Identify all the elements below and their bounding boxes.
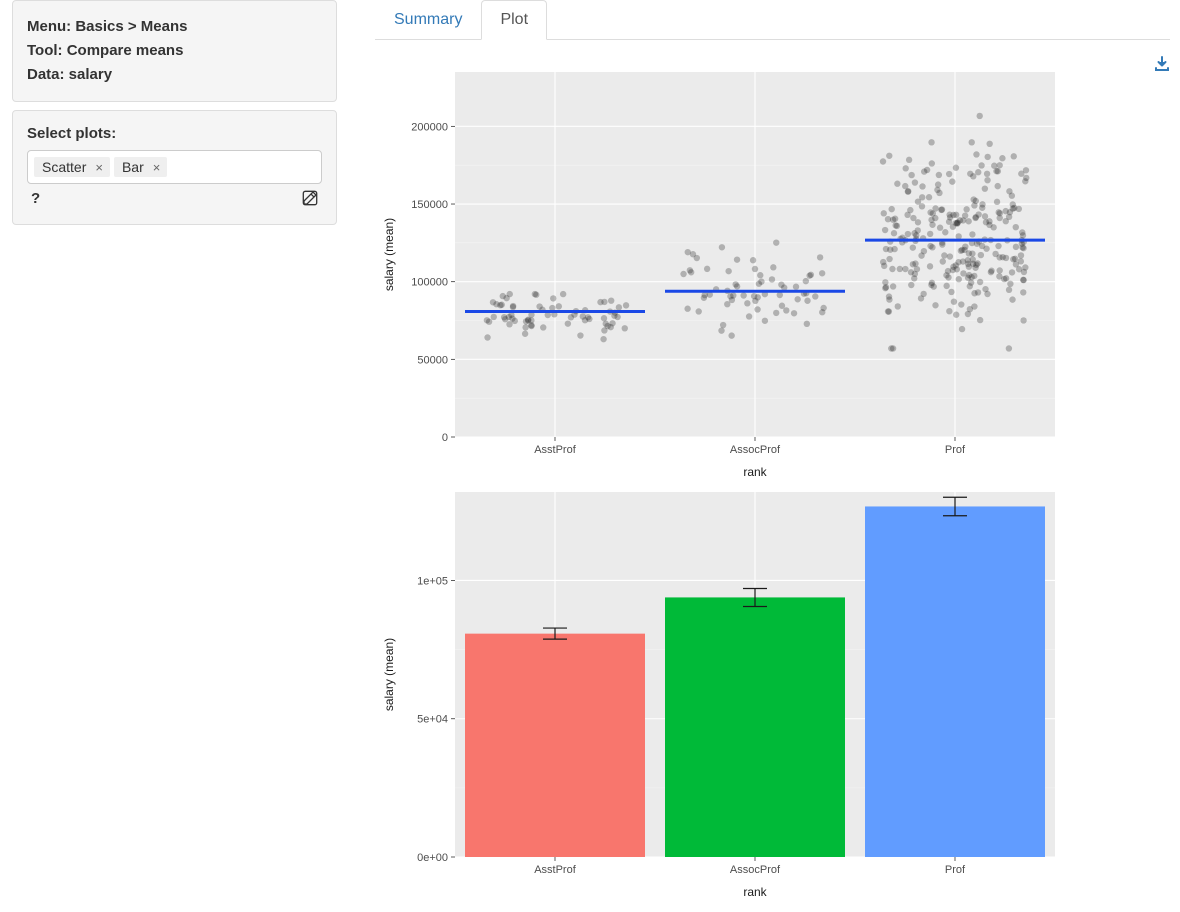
svg-text:1e+05: 1e+05 bbox=[417, 575, 448, 587]
svg-text:salary (mean): salary (mean) bbox=[382, 218, 396, 291]
svg-text:rank: rank bbox=[743, 885, 767, 899]
plots-container: 0 50000 100000 150000 200000 AsstProf AssocPro… bbox=[375, 44, 1170, 902]
tab-bar: Summary Plot bbox=[375, 0, 1170, 40]
data-label: Data: salary bbox=[27, 63, 322, 87]
tab-plot[interactable]: Plot bbox=[481, 0, 547, 40]
sidebar: Menu: Basics > Means Tool: Compare means… bbox=[0, 0, 345, 233]
svg-text:50000: 50000 bbox=[417, 354, 448, 366]
plots-tag-input[interactable]: Scatter × Bar × bbox=[27, 150, 322, 184]
plot-tag[interactable]: Bar × bbox=[114, 157, 167, 177]
download-icon[interactable] bbox=[1154, 56, 1170, 75]
svg-text:AsstProf: AsstProf bbox=[534, 864, 577, 876]
svg-text:AsstProf: AsstProf bbox=[534, 444, 577, 456]
svg-text:Prof: Prof bbox=[945, 444, 966, 456]
svg-text:200000: 200000 bbox=[411, 121, 448, 133]
svg-text:0e+00: 0e+00 bbox=[417, 852, 448, 864]
main-content: Summary Plot 0 50000 100000 150000 200000 Ass… bbox=[345, 0, 1180, 912]
svg-text:150000: 150000 bbox=[411, 199, 448, 211]
edit-icon[interactable] bbox=[302, 190, 318, 210]
svg-text:0: 0 bbox=[442, 432, 448, 444]
svg-text:100000: 100000 bbox=[411, 277, 448, 289]
help-icon[interactable]: ? bbox=[31, 190, 40, 210]
select-plots-label: Select plots: bbox=[27, 125, 322, 142]
svg-text:AssocProf: AssocProf bbox=[730, 864, 781, 876]
svg-text:Prof: Prof bbox=[945, 864, 966, 876]
select-plots-panel: Select plots: Scatter × Bar × ? bbox=[12, 110, 337, 225]
remove-tag-icon[interactable]: × bbox=[150, 160, 164, 175]
svg-text:salary (mean): salary (mean) bbox=[382, 638, 396, 711]
remove-tag-icon[interactable]: × bbox=[92, 160, 106, 175]
tab-summary[interactable]: Summary bbox=[375, 0, 481, 40]
info-panel: Menu: Basics > Means Tool: Compare means… bbox=[12, 0, 337, 102]
bar-plot: 0e+00 5e+04 1e+05 AsstProf AssocProf Prof rank… bbox=[375, 482, 1065, 902]
tool-label: Tool: Compare means bbox=[27, 39, 322, 63]
menu-breadcrumb: Menu: Basics > Means bbox=[27, 15, 322, 39]
svg-text:5e+04: 5e+04 bbox=[417, 714, 448, 726]
plot-tag-label: Bar bbox=[122, 159, 144, 175]
plot-tag-label: Scatter bbox=[42, 159, 86, 175]
svg-text:AssocProf: AssocProf bbox=[730, 444, 781, 456]
scatter-plot: 0 50000 100000 150000 200000 AsstProf AssocPro… bbox=[375, 62, 1065, 482]
plot-tag[interactable]: Scatter × bbox=[34, 157, 110, 177]
svg-text:rank: rank bbox=[743, 465, 767, 479]
